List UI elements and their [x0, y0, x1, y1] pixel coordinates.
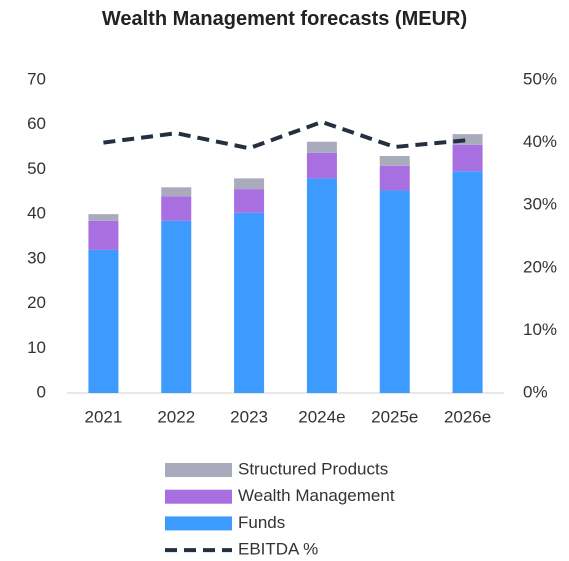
y-tick-label: 20	[27, 293, 46, 312]
bar	[234, 189, 265, 213]
legend-label: Wealth Management	[238, 486, 395, 505]
x-tick-label: 2023	[230, 407, 268, 426]
line	[103, 119, 468, 151]
legend-label: Funds	[238, 513, 285, 532]
title-box: Wealth Management forecasts (MEUR)	[0, 6, 569, 32]
bar	[452, 144, 483, 172]
y-tick-label: 40	[27, 204, 46, 223]
bar	[88, 220, 119, 250]
y-tick-label: 10	[27, 338, 46, 357]
bar	[379, 190, 410, 393]
x-tick-label: 2026e	[444, 407, 491, 426]
bar	[306, 152, 337, 179]
chart-title: Wealth Management forecasts (MEUR)	[101, 8, 468, 30]
bar	[234, 178, 265, 190]
y2-tick-label: 30%	[523, 195, 557, 214]
y-tick-label: 0	[37, 382, 46, 401]
bar	[379, 165, 410, 191]
bar	[452, 134, 483, 145]
bar	[88, 249, 119, 393]
bar	[161, 196, 192, 221]
y2-tick-label: 10%	[523, 320, 557, 339]
legend-swatch	[165, 516, 232, 531]
y2-tick-label: 0%	[523, 382, 548, 401]
bar	[379, 156, 410, 166]
x-tick-label: 2024e	[298, 407, 345, 426]
y-tick-label: 60	[27, 114, 46, 133]
bar	[161, 187, 192, 197]
y-tick-label: 50	[27, 159, 46, 178]
legend-label: EBITDA %	[238, 540, 318, 559]
y2-tick-label: 40%	[523, 132, 557, 151]
y-tick-label: 70	[27, 69, 46, 88]
bar	[234, 212, 265, 393]
bar	[88, 214, 119, 221]
y2-tick-label: 50%	[523, 69, 557, 88]
x-tick-label: 2025e	[371, 407, 418, 426]
legend-swatch	[165, 463, 232, 477]
bar	[306, 178, 337, 393]
legend-swatch	[165, 489, 232, 504]
y-tick-label: 30	[27, 248, 46, 267]
legend-label: Structured Products	[238, 459, 388, 478]
x-tick-label: 2021	[85, 407, 123, 426]
bar	[306, 141, 337, 153]
bar	[452, 171, 483, 393]
bar	[161, 220, 192, 393]
x-tick-label: 2022	[157, 407, 195, 426]
y2-tick-label: 20%	[523, 257, 557, 276]
